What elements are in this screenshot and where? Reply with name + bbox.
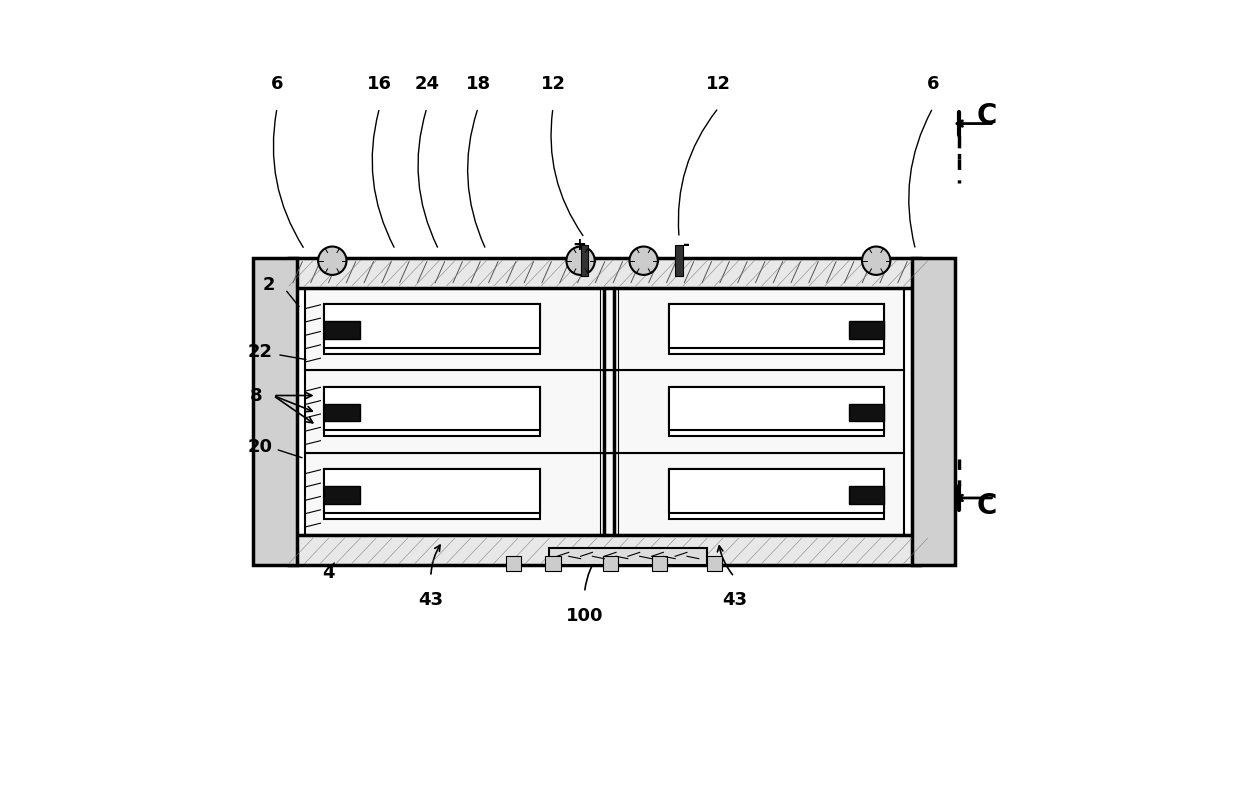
Text: 2: 2 bbox=[263, 276, 275, 294]
Text: 6: 6 bbox=[926, 75, 939, 93]
FancyBboxPatch shape bbox=[911, 258, 955, 565]
FancyBboxPatch shape bbox=[651, 555, 667, 571]
FancyBboxPatch shape bbox=[325, 304, 539, 354]
FancyBboxPatch shape bbox=[668, 387, 884, 436]
FancyBboxPatch shape bbox=[603, 555, 619, 571]
FancyBboxPatch shape bbox=[325, 486, 360, 504]
FancyBboxPatch shape bbox=[668, 304, 884, 354]
Text: 100: 100 bbox=[565, 607, 604, 625]
Text: 20: 20 bbox=[247, 437, 273, 456]
FancyBboxPatch shape bbox=[305, 452, 904, 535]
FancyBboxPatch shape bbox=[675, 244, 683, 275]
Text: 12: 12 bbox=[706, 75, 732, 93]
FancyBboxPatch shape bbox=[325, 469, 539, 513]
FancyBboxPatch shape bbox=[668, 387, 884, 430]
FancyBboxPatch shape bbox=[325, 304, 539, 347]
Text: 18: 18 bbox=[465, 75, 491, 93]
Text: 6: 6 bbox=[270, 75, 284, 93]
FancyBboxPatch shape bbox=[305, 287, 904, 370]
FancyBboxPatch shape bbox=[325, 321, 360, 339]
Circle shape bbox=[319, 247, 346, 275]
FancyBboxPatch shape bbox=[506, 555, 522, 571]
Text: 22: 22 bbox=[247, 343, 273, 361]
Text: C: C bbox=[976, 492, 997, 520]
FancyBboxPatch shape bbox=[305, 370, 904, 452]
Text: 12: 12 bbox=[541, 75, 565, 93]
FancyBboxPatch shape bbox=[668, 469, 884, 513]
FancyBboxPatch shape bbox=[546, 555, 560, 571]
Circle shape bbox=[862, 247, 890, 275]
FancyBboxPatch shape bbox=[848, 404, 884, 421]
FancyBboxPatch shape bbox=[580, 244, 589, 275]
FancyBboxPatch shape bbox=[707, 555, 723, 571]
FancyBboxPatch shape bbox=[325, 387, 539, 430]
Text: 24: 24 bbox=[414, 75, 439, 93]
Circle shape bbox=[630, 247, 658, 275]
FancyBboxPatch shape bbox=[325, 404, 360, 421]
FancyBboxPatch shape bbox=[325, 387, 539, 436]
FancyBboxPatch shape bbox=[668, 304, 884, 347]
FancyBboxPatch shape bbox=[668, 469, 884, 519]
Text: -: - bbox=[682, 236, 689, 254]
FancyBboxPatch shape bbox=[289, 258, 920, 287]
Text: 43: 43 bbox=[722, 592, 746, 609]
FancyBboxPatch shape bbox=[289, 535, 920, 565]
FancyBboxPatch shape bbox=[325, 469, 539, 519]
Text: +: + bbox=[572, 236, 587, 254]
FancyBboxPatch shape bbox=[253, 258, 296, 565]
Text: 43: 43 bbox=[418, 592, 444, 609]
Text: 16: 16 bbox=[367, 75, 392, 93]
FancyBboxPatch shape bbox=[848, 486, 884, 504]
FancyBboxPatch shape bbox=[848, 321, 884, 339]
Circle shape bbox=[567, 247, 595, 275]
Text: 4: 4 bbox=[322, 564, 335, 582]
Text: 8: 8 bbox=[249, 387, 262, 404]
FancyBboxPatch shape bbox=[549, 547, 707, 565]
Text: C: C bbox=[976, 102, 997, 130]
